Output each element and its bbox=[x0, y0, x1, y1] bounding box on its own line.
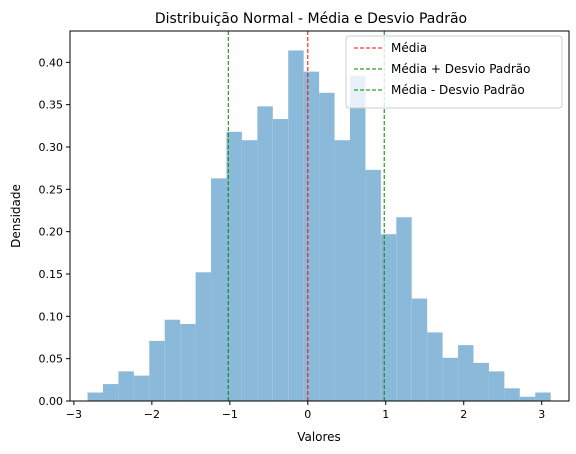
legend-label: Média - Desvio Padrão bbox=[391, 83, 525, 97]
histogram-bar bbox=[133, 375, 150, 401]
legend: Média Média + Desvio Padrão Média - Desvio… bbox=[345, 35, 563, 109]
histogram-bar bbox=[164, 319, 181, 401]
histogram-bar bbox=[334, 140, 350, 401]
histogram-bar bbox=[257, 106, 273, 401]
x-tick-label: −3 bbox=[66, 408, 82, 421]
y-tick-label: 0.25 bbox=[39, 183, 64, 196]
x-axis-ticks: −3 −2 −1 0 1 2 3 bbox=[66, 401, 545, 421]
histogram-bar bbox=[365, 169, 381, 401]
bars-group bbox=[87, 50, 551, 402]
legend-label: Média + Desvio Padrão bbox=[391, 62, 531, 76]
x-tick-label: 3 bbox=[538, 408, 545, 421]
x-tick-label: −2 bbox=[144, 408, 160, 421]
y-axis-label: Densidade bbox=[9, 184, 23, 248]
histogram-bar bbox=[458, 345, 474, 401]
plot-frame bbox=[69, 30, 570, 402]
x-tick-label: −1 bbox=[222, 408, 238, 421]
chart-title: Distribuição Normal - Média e Desvio Pad… bbox=[155, 11, 467, 27]
histogram-bar bbox=[396, 217, 412, 401]
histogram-bar bbox=[180, 323, 196, 401]
x-tick-label: 2 bbox=[460, 408, 467, 421]
histogram-bar bbox=[504, 388, 520, 401]
x-axis-label: Valores bbox=[297, 430, 341, 444]
y-tick-label: 0.10 bbox=[39, 310, 64, 323]
histogram-bar bbox=[149, 340, 165, 401]
histogram-bar bbox=[87, 392, 103, 401]
histogram-bar bbox=[535, 392, 551, 401]
x-tick-label: 1 bbox=[382, 408, 389, 421]
histogram-bar bbox=[226, 131, 242, 401]
histogram-bar bbox=[411, 298, 428, 401]
y-tick-label: 0.15 bbox=[39, 268, 64, 281]
histogram-bar bbox=[427, 332, 443, 401]
y-tick-label: 0.20 bbox=[39, 226, 64, 239]
histogram-bar bbox=[303, 71, 320, 401]
histogram-bar bbox=[349, 75, 366, 402]
x-tick-label: 0 bbox=[304, 408, 311, 421]
histogram-bar bbox=[442, 357, 459, 401]
y-tick-label: 0.00 bbox=[39, 395, 64, 408]
histogram-bar bbox=[519, 396, 536, 401]
histogram-bar bbox=[288, 50, 304, 401]
histogram-bar bbox=[102, 384, 119, 401]
histogram-bar bbox=[473, 362, 489, 401]
y-tick-label: 0.30 bbox=[39, 141, 64, 154]
legend-label: Média bbox=[391, 41, 427, 55]
histogram-bar bbox=[241, 140, 258, 401]
y-tick-label: 0.05 bbox=[39, 353, 64, 366]
legend-box bbox=[345, 35, 563, 109]
y-tick-label: 0.40 bbox=[39, 56, 64, 69]
histogram-bar bbox=[211, 178, 227, 401]
histogram-bar bbox=[488, 371, 505, 401]
histogram-bar bbox=[272, 119, 289, 402]
histogram-bar bbox=[319, 92, 335, 401]
histogram-bar bbox=[195, 272, 212, 401]
y-tick-label: 0.35 bbox=[39, 99, 64, 112]
histogram-bar bbox=[118, 371, 134, 401]
y-axis-ticks: 0.00 0.05 0.10 0.15 0.20 0.25 0.30 0.35 0.40 bbox=[39, 56, 70, 408]
histogram-bar bbox=[380, 234, 397, 401]
